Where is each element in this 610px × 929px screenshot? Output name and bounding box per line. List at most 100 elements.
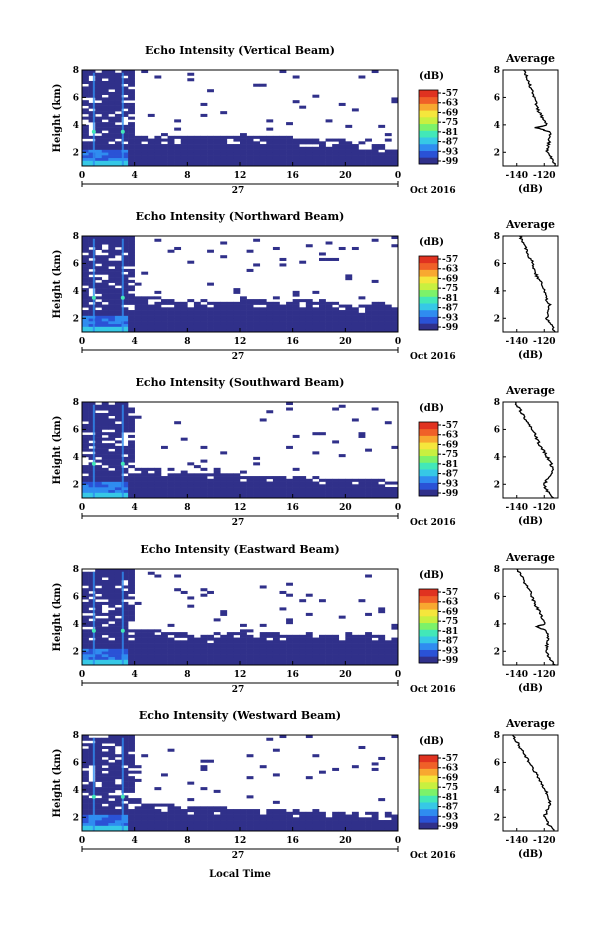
heatmap-cell xyxy=(272,315,280,319)
heatmap-cell xyxy=(134,798,142,802)
heatmap-cell xyxy=(180,659,188,663)
heatmap-cell xyxy=(180,144,188,148)
heatmap-cell xyxy=(101,86,109,90)
heatmap-cell xyxy=(325,489,333,493)
heatmap-cell xyxy=(305,643,313,647)
colorbar-tick-label: -81 xyxy=(442,460,458,470)
heatmap-cell xyxy=(253,152,261,156)
heatmap-cell xyxy=(246,495,254,499)
heatmap-cell xyxy=(272,814,280,818)
heatmap-cell xyxy=(299,484,307,488)
heatmap-cell xyxy=(371,645,379,649)
heatmap-cell xyxy=(240,489,247,493)
heatmap-cell xyxy=(286,822,293,826)
heatmap-cell xyxy=(312,318,320,322)
heatmap-cell xyxy=(101,596,109,600)
heatmap-cell xyxy=(338,656,346,660)
heatmap-cell xyxy=(128,762,135,766)
colorbar-tick-label: -63 xyxy=(442,764,458,774)
heatmap-cell xyxy=(292,643,300,647)
heatmap-cell xyxy=(345,495,353,499)
heatmap-cell xyxy=(101,800,109,804)
heatmap-cell xyxy=(88,163,96,167)
heatmap-cell xyxy=(88,806,96,810)
heatmap-cell xyxy=(101,89,109,93)
heatmap-cell xyxy=(200,312,208,316)
heatmap-cell xyxy=(378,634,386,638)
day-label: 27 xyxy=(232,851,245,861)
heatmap-cell xyxy=(88,160,96,164)
heatmap-cell xyxy=(128,72,135,76)
heatmap-cell xyxy=(240,662,247,666)
heatmap-cell xyxy=(121,407,129,411)
heatmap-cell xyxy=(371,643,379,647)
colorbar-tick-label: -69 xyxy=(442,773,458,783)
heatmap-cell xyxy=(384,656,392,660)
heatmap-cell xyxy=(108,820,116,824)
heatmap-cell xyxy=(95,737,103,741)
heatmap-cell xyxy=(101,111,109,115)
heatmap-cell xyxy=(233,654,241,658)
heatmap-cell xyxy=(88,252,96,256)
x-tick-label: 0 xyxy=(395,171,401,181)
heatmap-cell xyxy=(88,473,96,477)
heatmap-cell xyxy=(253,456,261,460)
y-tick-label: 2 xyxy=(73,647,79,657)
heatmap-cell xyxy=(101,456,109,460)
heatmap-cell xyxy=(292,640,300,644)
heatmap-cell xyxy=(292,809,300,813)
colorbar-swatch xyxy=(419,448,438,457)
heatmap-cell xyxy=(207,637,214,641)
heatmap-cell xyxy=(332,820,340,824)
heatmap-cell xyxy=(121,299,129,303)
heatmap-cell xyxy=(332,767,340,771)
heatmap-cell xyxy=(128,70,135,74)
heatmap-cell xyxy=(299,157,307,161)
heatmap-cell xyxy=(82,70,89,74)
heatmap-cell xyxy=(200,318,208,322)
heatmap-cell xyxy=(358,662,366,666)
heatmap-cell xyxy=(378,756,386,760)
heatmap-cell xyxy=(371,659,379,663)
heatmap-cell xyxy=(312,643,320,647)
heatmap-cell xyxy=(378,318,386,322)
heatmap-cell xyxy=(108,784,116,788)
heatmap-cell xyxy=(108,632,116,636)
heatmap-cell xyxy=(134,141,142,145)
heatmap-cell xyxy=(213,304,221,308)
colorbar-swatch xyxy=(419,90,438,98)
heatmap-cell xyxy=(226,310,234,314)
heatmap-cell xyxy=(220,828,228,832)
heatmap-cell xyxy=(266,318,274,322)
heatmap-cell xyxy=(147,811,155,815)
heatmap-cell xyxy=(378,662,386,666)
heatmap-cell xyxy=(233,307,241,311)
colorbar-swatch xyxy=(419,276,438,284)
heatmap-cell xyxy=(391,623,399,627)
average-x-label: (dB) xyxy=(518,849,543,860)
heatmap-cell xyxy=(200,767,208,771)
heatmap-cell xyxy=(213,487,221,491)
heatmap-cell xyxy=(108,588,116,592)
heatmap-cell xyxy=(193,304,201,308)
heatmap-cell xyxy=(378,152,386,156)
heatmap-cell xyxy=(338,149,346,153)
heatmap-cell xyxy=(325,318,333,322)
heatmap-cell xyxy=(319,152,326,156)
heatmap-cell xyxy=(391,329,399,333)
heatmap-cell xyxy=(365,329,372,333)
heatmap-cell xyxy=(82,776,89,780)
chart-row: Echo Intensity (Westward Beam)2468Height… xyxy=(52,709,559,861)
heatmap-cell xyxy=(108,659,116,663)
heatmap-cell xyxy=(246,476,254,480)
heatmap-cell xyxy=(114,487,122,491)
heatmap-cell xyxy=(207,643,214,647)
heatmap-cell xyxy=(134,656,142,660)
heatmap-cell xyxy=(358,820,366,824)
heatmap-cell xyxy=(299,643,307,647)
heatmap-cell xyxy=(121,621,129,625)
heatmap-cell xyxy=(351,329,359,333)
average-y-tick-label: 2 xyxy=(494,480,500,490)
heatmap-cell xyxy=(128,122,135,126)
